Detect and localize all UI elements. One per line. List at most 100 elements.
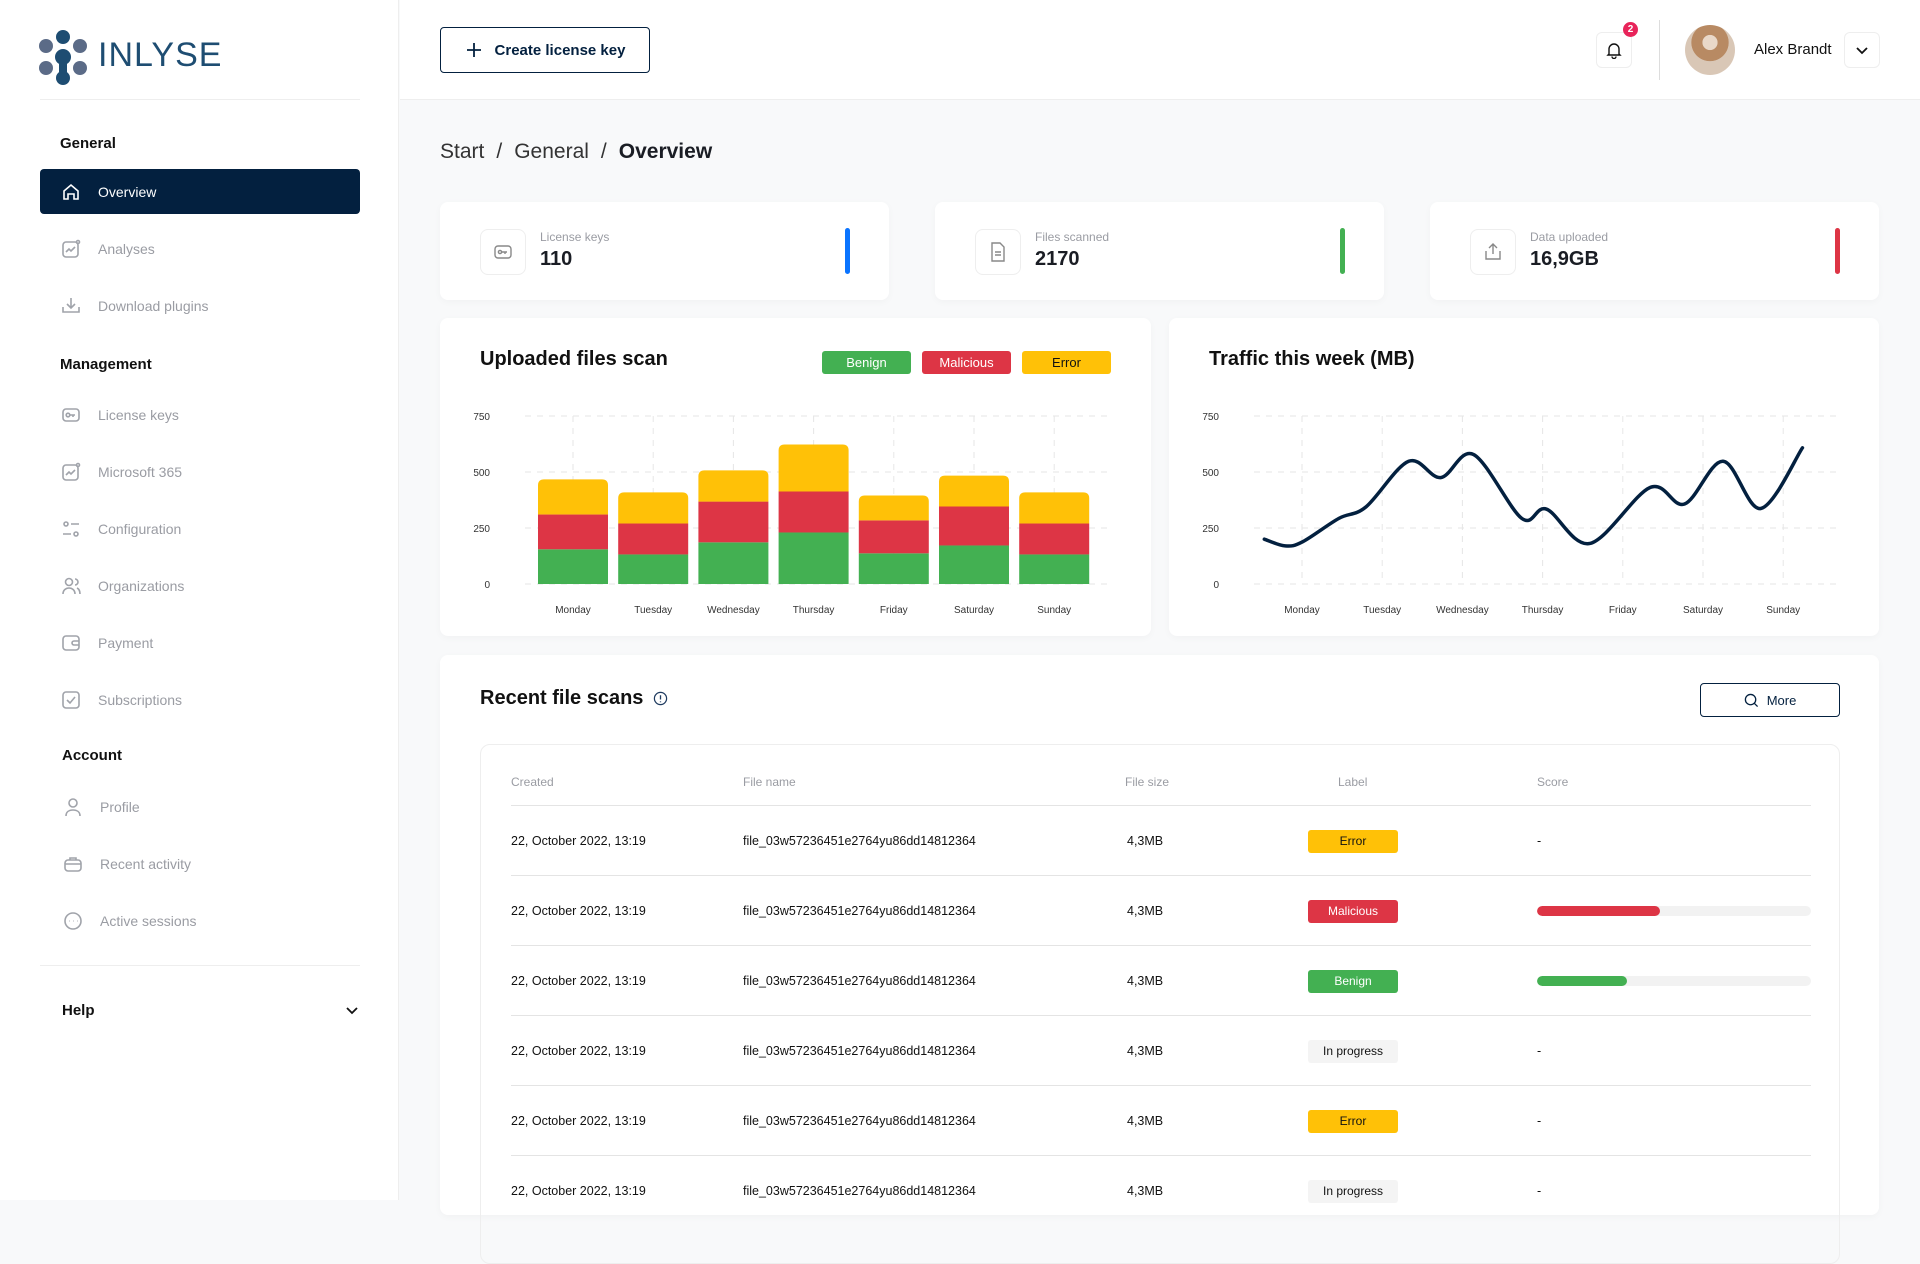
sidebar-item-overview[interactable]: Overview bbox=[40, 169, 360, 214]
x-tick-label: Saturday bbox=[954, 605, 994, 616]
x-tick-label: Tuesday bbox=[1363, 605, 1401, 616]
sidebar-item-payment[interactable]: Payment bbox=[40, 620, 360, 665]
search-icon bbox=[1744, 693, 1758, 707]
y-tick-label: 750 bbox=[473, 412, 490, 423]
score-value: - bbox=[1537, 1184, 1542, 1198]
table-row[interactable]: 22, October 2022, 13:19 file_03w57236451… bbox=[511, 945, 1811, 1015]
file-name-cell: file_03w57236451e2764yu86dd14812364 bbox=[743, 904, 976, 918]
sidebar-item-subscriptions[interactable]: Subscriptions bbox=[40, 677, 360, 722]
bar-error bbox=[858, 495, 929, 521]
user-name: Alex Brandt bbox=[1754, 41, 1832, 58]
bar-benign bbox=[1019, 554, 1090, 584]
key-icon bbox=[62, 407, 80, 422]
sidebar-item-label: Microsoft 365 bbox=[98, 463, 183, 480]
bar-error bbox=[778, 444, 849, 492]
column-file-name: File name bbox=[743, 775, 796, 789]
sidebar-item-profile[interactable]: Profile bbox=[40, 784, 360, 829]
stat-indicator bbox=[1835, 228, 1840, 274]
sidebar-item-download-plugins[interactable]: Download plugins bbox=[40, 283, 360, 328]
sidebar-item-label: License keys bbox=[98, 406, 179, 423]
x-tick-label: Monday bbox=[555, 605, 591, 616]
sidebar-item-configuration[interactable]: Configuration bbox=[40, 506, 360, 551]
chat-icon bbox=[64, 911, 82, 930]
y-tick-label: 0 bbox=[1213, 580, 1219, 591]
inlyse-logo-icon bbox=[39, 30, 87, 85]
column-score: Score bbox=[1537, 775, 1569, 789]
stat-label: Data uploaded bbox=[1530, 230, 1609, 244]
notifications-button[interactable]: 2 bbox=[1596, 22, 1638, 68]
x-tick-label: Tuesday bbox=[634, 605, 672, 616]
sidebar-item-label: Analyses bbox=[98, 240, 155, 257]
section-account: Account bbox=[62, 747, 122, 764]
info-icon[interactable] bbox=[653, 691, 668, 706]
sidebar-item-label: Recent activity bbox=[100, 855, 192, 872]
score-bar bbox=[1537, 906, 1811, 916]
breadcrumb-current: Overview bbox=[618, 140, 713, 163]
breadcrumb-start[interactable]: Start bbox=[440, 140, 485, 163]
bar-benign bbox=[778, 532, 849, 584]
y-tick-label: 250 bbox=[473, 524, 490, 535]
x-tick-label: Monday bbox=[1284, 605, 1320, 616]
x-tick-label: Sunday bbox=[1037, 605, 1071, 616]
x-tick-label: Wednesday bbox=[707, 605, 760, 616]
column-file-size: File size bbox=[1125, 775, 1170, 789]
y-tick-label: 750 bbox=[1202, 412, 1219, 423]
stat-card-data-uploaded: Data uploaded 16,9GB bbox=[1430, 202, 1879, 300]
file-size-cell: 4,3MB bbox=[1127, 834, 1164, 848]
file-name-cell: file_03w57236451e2764yu86dd14812364 bbox=[743, 974, 976, 988]
file-name-cell: file_03w57236451e2764yu86dd14812364 bbox=[743, 1044, 976, 1058]
divider bbox=[1659, 20, 1660, 80]
column-label: Label bbox=[1338, 775, 1368, 789]
bar-malicious bbox=[858, 520, 929, 554]
table-row[interactable]: 22, October 2022, 13:19 file_03w57236451… bbox=[511, 1085, 1811, 1155]
table-row[interactable]: 22, October 2022, 13:19 file_03w57236451… bbox=[511, 875, 1811, 945]
stat-card-files-scanned: Files scanned 2170 bbox=[935, 202, 1384, 300]
table-row[interactable]: 22, October 2022, 13:19 file_03w57236451… bbox=[511, 805, 1811, 875]
sidebar-item-recent-activity[interactable]: Recent activity bbox=[40, 841, 360, 886]
label-badge: Error bbox=[1308, 1109, 1398, 1133]
divider bbox=[40, 99, 360, 100]
brand-name: INLYSE bbox=[98, 36, 223, 74]
table-row[interactable]: 22, October 2022, 13:19 file_03w57236451… bbox=[511, 1015, 1811, 1085]
chart-icon bbox=[62, 462, 81, 481]
legend-malicious: Malicious bbox=[922, 351, 1011, 374]
sidebar-item-active-sessions[interactable]: Active sessions bbox=[40, 898, 360, 943]
legend-benign: Benign bbox=[822, 351, 911, 374]
bar-malicious bbox=[939, 506, 1009, 546]
created-cell: 22, October 2022, 13:19 bbox=[511, 1114, 646, 1128]
section-general: General bbox=[60, 135, 116, 152]
create-license-key-button[interactable]: Create license key bbox=[440, 27, 650, 73]
more-button[interactable]: More bbox=[1700, 683, 1840, 717]
bar-benign bbox=[858, 553, 929, 584]
table-row[interactable]: 22, October 2022, 13:19 file_03w57236451… bbox=[511, 1155, 1811, 1225]
upload-icon bbox=[1485, 243, 1501, 260]
x-tick-label: Friday bbox=[1609, 605, 1637, 616]
bell-icon bbox=[1606, 43, 1622, 59]
stat-indicator bbox=[845, 228, 850, 274]
traffic-line bbox=[1262, 446, 1805, 548]
breadcrumb-general[interactable]: General bbox=[514, 140, 589, 163]
sidebar-item-license-keys[interactable]: License keys bbox=[40, 392, 360, 437]
sidebar-item-organizations[interactable]: Organizations bbox=[40, 563, 360, 608]
stat-value: 16,9GB bbox=[1530, 248, 1599, 270]
y-tick-label: 250 bbox=[1202, 524, 1219, 535]
created-cell: 22, October 2022, 13:19 bbox=[511, 974, 646, 988]
users-icon bbox=[62, 577, 81, 594]
bar-benign bbox=[538, 549, 608, 584]
help-toggle[interactable]: Help bbox=[40, 990, 360, 1030]
divider bbox=[40, 965, 360, 966]
create-license-key-label: Create license key bbox=[494, 41, 626, 59]
created-cell: 22, October 2022, 13:19 bbox=[511, 904, 646, 918]
file-size-cell: 4,3MB bbox=[1127, 974, 1164, 988]
avatar[interactable] bbox=[1685, 25, 1735, 75]
sidebar-item-microsoft-365[interactable]: Microsoft 365 bbox=[40, 449, 360, 494]
sidebar-item-label: Organizations bbox=[98, 577, 185, 594]
score-value: - bbox=[1537, 1114, 1542, 1128]
stat-card-license-keys: License keys 110 bbox=[440, 202, 889, 300]
x-tick-label: Thursday bbox=[1522, 605, 1564, 616]
label-badge: Benign bbox=[1308, 969, 1398, 993]
sliders-icon bbox=[63, 520, 79, 537]
user-menu-button[interactable] bbox=[1844, 32, 1880, 68]
stat-value: 110 bbox=[540, 248, 573, 270]
sidebar-item-analyses[interactable]: Analyses bbox=[40, 226, 360, 271]
